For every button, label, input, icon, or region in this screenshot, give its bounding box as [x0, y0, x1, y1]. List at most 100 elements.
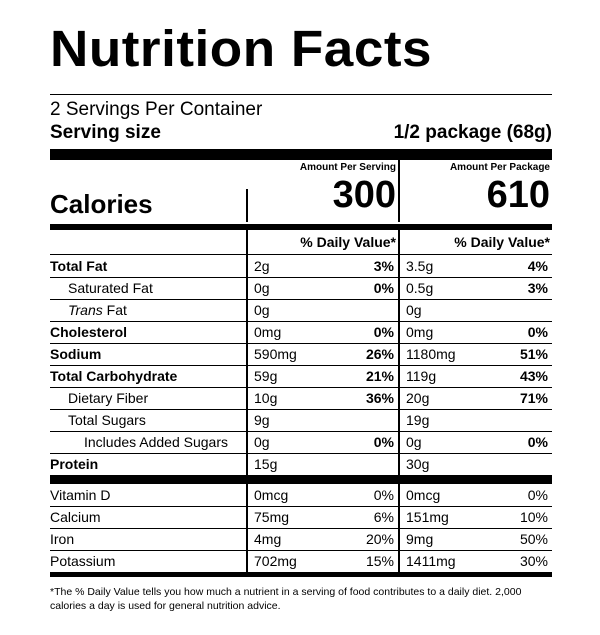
nutrient-package-amount: 0g: [406, 434, 422, 450]
nutrient-package-cell: 20g 71%: [400, 387, 552, 410]
vitamin-row: Calcium 75mg 6% 151mg 10%: [50, 506, 552, 529]
nutrient-serving-cell: 590mg 26%: [248, 343, 400, 366]
label-title: Nutrition Facts: [50, 20, 433, 77]
vitamin-package-amount: 1411mg: [406, 553, 456, 569]
vitamin-serving-dv: 6%: [373, 509, 394, 525]
nutrient-name: Cholesterol: [50, 321, 248, 344]
nutrient-serving-amount: 10g: [254, 390, 278, 406]
vitamin-serving-cell: 0mcg 0%: [248, 484, 400, 507]
nutrition-facts-label: Nutrition Facts 2 Servings Per Container…: [50, 18, 552, 613]
per-serving-caption: Amount Per Serving: [299, 162, 396, 173]
vitamin-row: Iron 4mg 20% 9mg 50%: [50, 528, 552, 551]
vitamin-package-dv: 50%: [519, 531, 548, 547]
vitamin-row: Vitamin D 0mcg 0% 0mcg 0%: [50, 484, 552, 507]
nutrient-name: Saturated Fat: [50, 277, 248, 300]
vitamin-serving-cell: 702mg 15%: [248, 550, 400, 572]
nutrient-row: Sodium 590mg 26% 1180mg 51%: [50, 343, 552, 366]
nutrient-name: Total Carbohydrate: [50, 365, 248, 388]
nutrient-serving-amount: 590mg: [254, 346, 297, 362]
nutrient-serving-amount: 15g: [254, 456, 278, 472]
vitamin-row: Potassium 702mg 15% 1411mg 30%: [50, 550, 552, 572]
nutrient-serving-dv: 0%: [373, 434, 394, 450]
nutrient-package-amount: 0.5g: [406, 280, 434, 296]
nutrient-package-dv: 0%: [527, 324, 548, 340]
vitamin-serving-amount: 4mg: [254, 531, 282, 547]
nutrient-row: Protein 15g 30g: [50, 453, 552, 475]
nutrient-package-cell: 3.5g 4%: [400, 255, 552, 278]
serving-size-label: Serving size: [50, 122, 161, 143]
vitamin-serving-cell: 75mg 6%: [248, 506, 400, 529]
nutrient-serving-cell: 9g: [248, 409, 400, 432]
per-package-caption: Amount Per Package: [449, 162, 550, 173]
nutrient-serving-cell: 0g 0%: [248, 277, 400, 300]
nutrient-package-cell: 0g: [400, 299, 552, 322]
nutrient-package-dv: 71%: [519, 390, 548, 406]
nutrient-name-rest: Fat: [102, 302, 127, 318]
thick-divider-top: [50, 149, 552, 160]
nutrient-name: Total Sugars: [50, 409, 248, 432]
thick-divider-vitamins: [50, 475, 552, 484]
dv-header-spacer: [50, 230, 248, 254]
nutrient-name-italic: Trans: [68, 302, 103, 318]
vitamin-package-dv: 30%: [519, 553, 548, 569]
nutrient-serving-dv: 3%: [373, 258, 394, 274]
servings-per-container: 2 Servings Per Container: [50, 99, 263, 120]
vitamin-package-cell: 1411mg 30%: [400, 550, 552, 572]
vitamin-package-cell: 0mcg 0%: [400, 484, 552, 507]
nutrient-package-dv: 43%: [519, 368, 548, 384]
vitamin-serving-amount: 0mcg: [254, 487, 289, 503]
footnote: *The % Daily Value tells you how much a …: [50, 586, 522, 612]
nutrient-package-dv: 4%: [527, 258, 548, 274]
nutrient-serving-dv: 36%: [365, 390, 394, 406]
nutrient-name: Total Fat: [50, 255, 248, 278]
thick-divider-bottom: [50, 572, 552, 577]
vitamin-package-dv: 10%: [519, 509, 548, 525]
vitamin-package-cell: 9mg 50%: [400, 528, 552, 551]
nutrient-package-amount: 19g: [406, 412, 430, 428]
daily-value-header-row: % Daily Value* % Daily Value*: [50, 230, 552, 255]
nutrient-name: Trans Fat: [50, 299, 248, 322]
vitamin-serving-dv: 15%: [365, 553, 394, 569]
nutrient-serving-dv: 0%: [373, 324, 394, 340]
vitamin-package-cell: 151mg 10%: [400, 506, 552, 529]
vitamin-name: Iron: [50, 528, 248, 551]
nutrient-serving-amount: 0mg: [254, 324, 282, 340]
nutrient-table: Total Fat 2g 3% 3.5g 4% Saturated Fat 0g 0% 0.5g…: [50, 255, 552, 475]
nutrient-serving-amount: 0g: [254, 434, 270, 450]
vitamin-package-amount: 9mg: [406, 531, 434, 547]
nutrient-serving-dv: 26%: [365, 346, 394, 362]
nutrient-package-cell: 0g 0%: [400, 431, 552, 454]
nutrient-package-cell: 0mg 0%: [400, 321, 552, 344]
nutrient-package-cell: 30g: [400, 453, 552, 475]
nutrient-package-cell: 0.5g 3%: [400, 277, 552, 300]
nutrient-package-dv: 3%: [527, 280, 548, 296]
nutrient-serving-cell: 2g 3%: [248, 255, 400, 278]
nutrient-serving-amount: 9g: [254, 412, 270, 428]
nutrient-name: Protein: [50, 453, 248, 475]
nutrient-package-dv: 51%: [519, 346, 548, 362]
nutrient-package-cell: 19g: [400, 409, 552, 432]
vitamin-serving-dv: 0%: [373, 487, 394, 503]
nutrient-serving-cell: 10g 36%: [248, 387, 400, 410]
nutrient-row: Saturated Fat 0g 0% 0.5g 3%: [50, 277, 552, 300]
nutrient-name: Dietary Fiber: [50, 387, 248, 410]
nutrient-serving-cell: 15g: [248, 453, 400, 475]
nutrient-serving-dv: 21%: [365, 368, 394, 384]
vitamin-serving-dv: 20%: [365, 531, 394, 547]
vitamin-table: Vitamin D 0mcg 0% 0mcg 0% Calcium 75mg 6% 151mg 1…: [50, 484, 552, 572]
nutrient-serving-cell: 0mg 0%: [248, 321, 400, 344]
nutrient-name: Sodium: [50, 343, 248, 366]
nutrient-serving-amount: 2g: [254, 258, 270, 274]
nutrient-package-amount: 0g: [406, 302, 422, 318]
nutrient-package-cell: 1180mg 51%: [400, 343, 552, 366]
vitamin-serving-cell: 4mg 20%: [248, 528, 400, 551]
vitamin-serving-amount: 702mg: [254, 553, 297, 569]
nutrient-serving-cell: 59g 21%: [248, 365, 400, 388]
nutrient-serving-amount: 0g: [254, 280, 270, 296]
nutrient-package-dv: 0%: [527, 434, 548, 450]
nutrient-package-amount: 3.5g: [406, 258, 434, 274]
nutrient-row: Total Carbohydrate 59g 21% 119g 43%: [50, 365, 552, 388]
dv-header-package: % Daily Value*: [454, 234, 550, 250]
calories-serving-value: 300: [332, 174, 396, 216]
nutrient-serving-dv: 0%: [373, 280, 394, 296]
